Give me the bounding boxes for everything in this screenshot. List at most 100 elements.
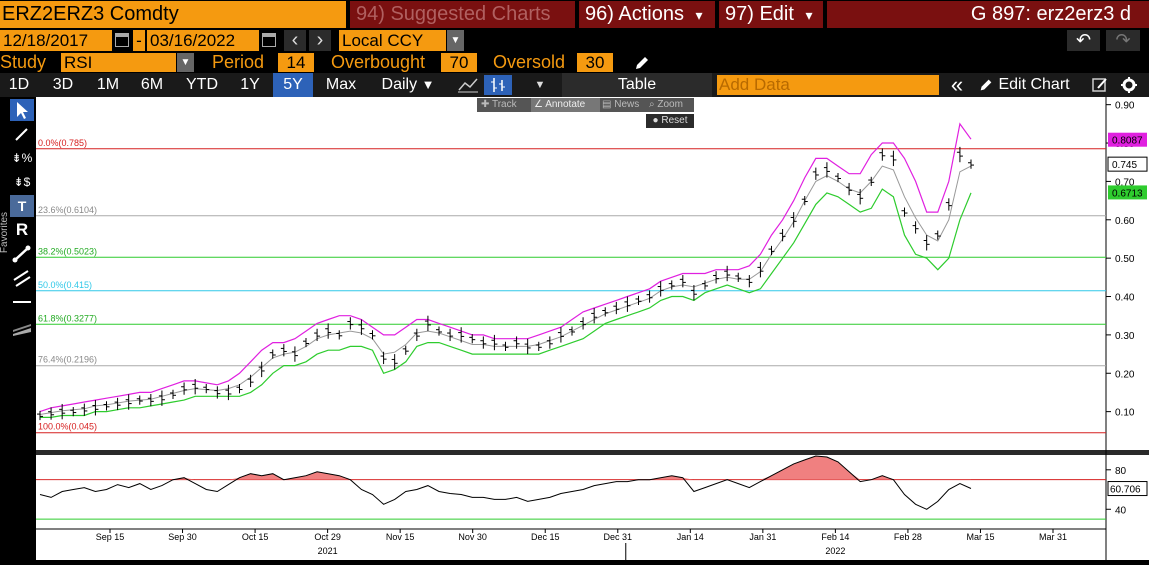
- oversold-label: Oversold: [493, 52, 566, 72]
- percent-tool-icon[interactable]: ⇟%: [11, 151, 33, 165]
- timeframe-max[interactable]: Max: [325, 76, 357, 93]
- year-label: 2021: [318, 546, 338, 556]
- oversold-input[interactable]: 30: [577, 53, 613, 72]
- zoom-tool[interactable]: ⌕ Zoom: [649, 99, 683, 110]
- price-chart[interactable]: 0.100.200.300.400.500.600.700.800.900.0%…: [36, 97, 1149, 560]
- x-tick-label: Nov 15: [386, 532, 415, 542]
- news-tool[interactable]: ▤ News: [602, 99, 640, 110]
- x-tick-label: Oct 29: [314, 532, 341, 542]
- gear-icon[interactable]: [1119, 76, 1139, 94]
- chart-background: [36, 97, 1149, 560]
- bar-chart-icon[interactable]: [484, 75, 512, 95]
- price-tick-label: 0.70: [1115, 177, 1135, 188]
- actions-label: 96) Actions: [585, 3, 684, 25]
- timeframe-3d[interactable]: 3D: [52, 76, 74, 93]
- rsi-last-tag: [1107, 481, 1148, 497]
- line-chart-icon[interactable]: [455, 75, 481, 95]
- text-tool-icon[interactable]: T: [10, 195, 34, 217]
- news-label: News: [614, 99, 640, 110]
- cursor-icon[interactable]: [10, 99, 34, 121]
- trend-tool-icon[interactable]: [10, 243, 34, 265]
- x-tick-label: Mar 31: [1039, 532, 1067, 542]
- currency-select[interactable]: Local CCY: [339, 30, 446, 51]
- redo-button[interactable]: ↷: [1106, 30, 1140, 51]
- add-data-input[interactable]: Add Data: [717, 75, 939, 95]
- dollar-tool-icon[interactable]: ⇟$: [13, 175, 31, 189]
- price-tick-label: 0.10: [1115, 408, 1135, 419]
- reset-label: Reset: [661, 115, 688, 126]
- period-input[interactable]: 14: [278, 53, 314, 72]
- x-tick-label: Nov 30: [458, 532, 487, 542]
- lower-band-line: [40, 188, 972, 418]
- frequency-label: Daily: [381, 76, 418, 93]
- timeframe-1d[interactable]: 1D: [8, 76, 30, 93]
- last-value-tag: [1108, 132, 1147, 147]
- r-tool-icon[interactable]: R: [15, 220, 29, 239]
- timeframe-5y[interactable]: 5Y: [273, 73, 313, 97]
- fib-label: 0.0%(0.785): [38, 138, 87, 148]
- annotate-label: Annotate: [545, 99, 586, 110]
- study-select[interactable]: RSI: [61, 53, 176, 72]
- rsi-tick-label: 80: [1115, 466, 1127, 477]
- price-tick-label: 0.30: [1115, 331, 1135, 342]
- chart-tools-bar: ✚ Track ∠ Annotate ▤ News ⌕ Zoom: [477, 98, 694, 112]
- header-bar: ERZ2ERZ3 Comdty 94) Suggested Charts 96)…: [0, 0, 1149, 28]
- year-label: 2022: [825, 546, 845, 556]
- price-tick-label: 0.50: [1115, 254, 1135, 265]
- end-date-input[interactable]: 03/16/2022: [147, 30, 259, 51]
- ticker-field[interactable]: ERZ2ERZ3 Comdty: [0, 1, 346, 28]
- start-date-input[interactable]: 12/18/2017: [0, 30, 112, 51]
- chevron-down-icon[interactable]: ▼: [447, 30, 464, 51]
- x-tick-label: Jan 14: [677, 532, 704, 542]
- period-label: Period: [212, 52, 265, 72]
- pencil-icon: [980, 79, 992, 91]
- prev-period-button[interactable]: ‹: [284, 30, 306, 51]
- overbought-input[interactable]: 70: [441, 53, 477, 72]
- x-tick-label: Dec 31: [604, 532, 633, 542]
- fib-label: 50.0%(0.415): [38, 280, 92, 290]
- x-tick-label: Feb 14: [821, 532, 849, 542]
- pencil-icon[interactable]: [633, 54, 651, 72]
- last-value-tag: [1107, 156, 1148, 172]
- actions-button[interactable]: 96) Actions ▾: [579, 1, 715, 28]
- chevron-down-icon[interactable]: ▼: [534, 79, 546, 91]
- favorites-label[interactable]: Favorites: [0, 211, 11, 254]
- edit-label: 97) Edit: [725, 3, 794, 25]
- channel-tool-icon[interactable]: [10, 267, 34, 289]
- collapse-button[interactable]: «: [950, 72, 964, 97]
- track-tool[interactable]: ✚ Track: [481, 99, 517, 110]
- next-period-button[interactable]: ›: [309, 30, 331, 51]
- reset-button[interactable]: ● Reset: [646, 114, 694, 128]
- edit-chart-button[interactable]: Edit Chart: [974, 73, 1088, 97]
- chart-area[interactable]: 0.100.200.300.400.500.600.700.800.900.0%…: [36, 97, 1149, 560]
- horizontal-line-icon[interactable]: [10, 291, 34, 313]
- table-button[interactable]: Table: [562, 73, 712, 97]
- fib-label: 38.2%(0.5023): [38, 246, 97, 256]
- fib-label: 76.4%(0.2196): [38, 355, 97, 365]
- x-tick-label: Sep 15: [96, 532, 125, 542]
- timeframe-1y[interactable]: 1Y: [240, 76, 260, 93]
- undo-button[interactable]: ↶: [1067, 30, 1100, 51]
- edit-checklist-icon[interactable]: [1090, 76, 1110, 94]
- frequency-select[interactable]: Daily ▼: [370, 73, 446, 97]
- last-value-label: 0.745: [1112, 160, 1137, 171]
- fib-label: 61.8%(0.3277): [38, 313, 97, 323]
- edit-button[interactable]: 97) Edit ▾: [719, 1, 823, 28]
- price-tick-label: 0.90: [1115, 101, 1135, 112]
- chevron-down-icon: ▼: [421, 77, 435, 92]
- timeframe-1m[interactable]: 1M: [96, 76, 120, 93]
- x-tick-label: Oct 15: [242, 532, 269, 542]
- pattern-tool-icon[interactable]: [10, 315, 34, 337]
- panel-divider: [36, 450, 1149, 455]
- calendar-icon[interactable]: [262, 33, 276, 47]
- last-value-label: 0.8087: [1112, 136, 1143, 147]
- price-tick-label: 0.20: [1115, 369, 1135, 380]
- calendar-icon[interactable]: [115, 33, 129, 47]
- chevron-down-icon[interactable]: ▼: [177, 53, 194, 72]
- line-tool-icon[interactable]: [10, 123, 34, 145]
- date-range-dash: -: [133, 30, 145, 51]
- suggested-charts-button[interactable]: 94) Suggested Charts: [350, 1, 575, 28]
- timeframe-ytd[interactable]: YTD: [186, 76, 218, 93]
- annotate-tool[interactable]: ∠ Annotate: [531, 98, 600, 112]
- timeframe-6m[interactable]: 6M: [140, 76, 164, 93]
